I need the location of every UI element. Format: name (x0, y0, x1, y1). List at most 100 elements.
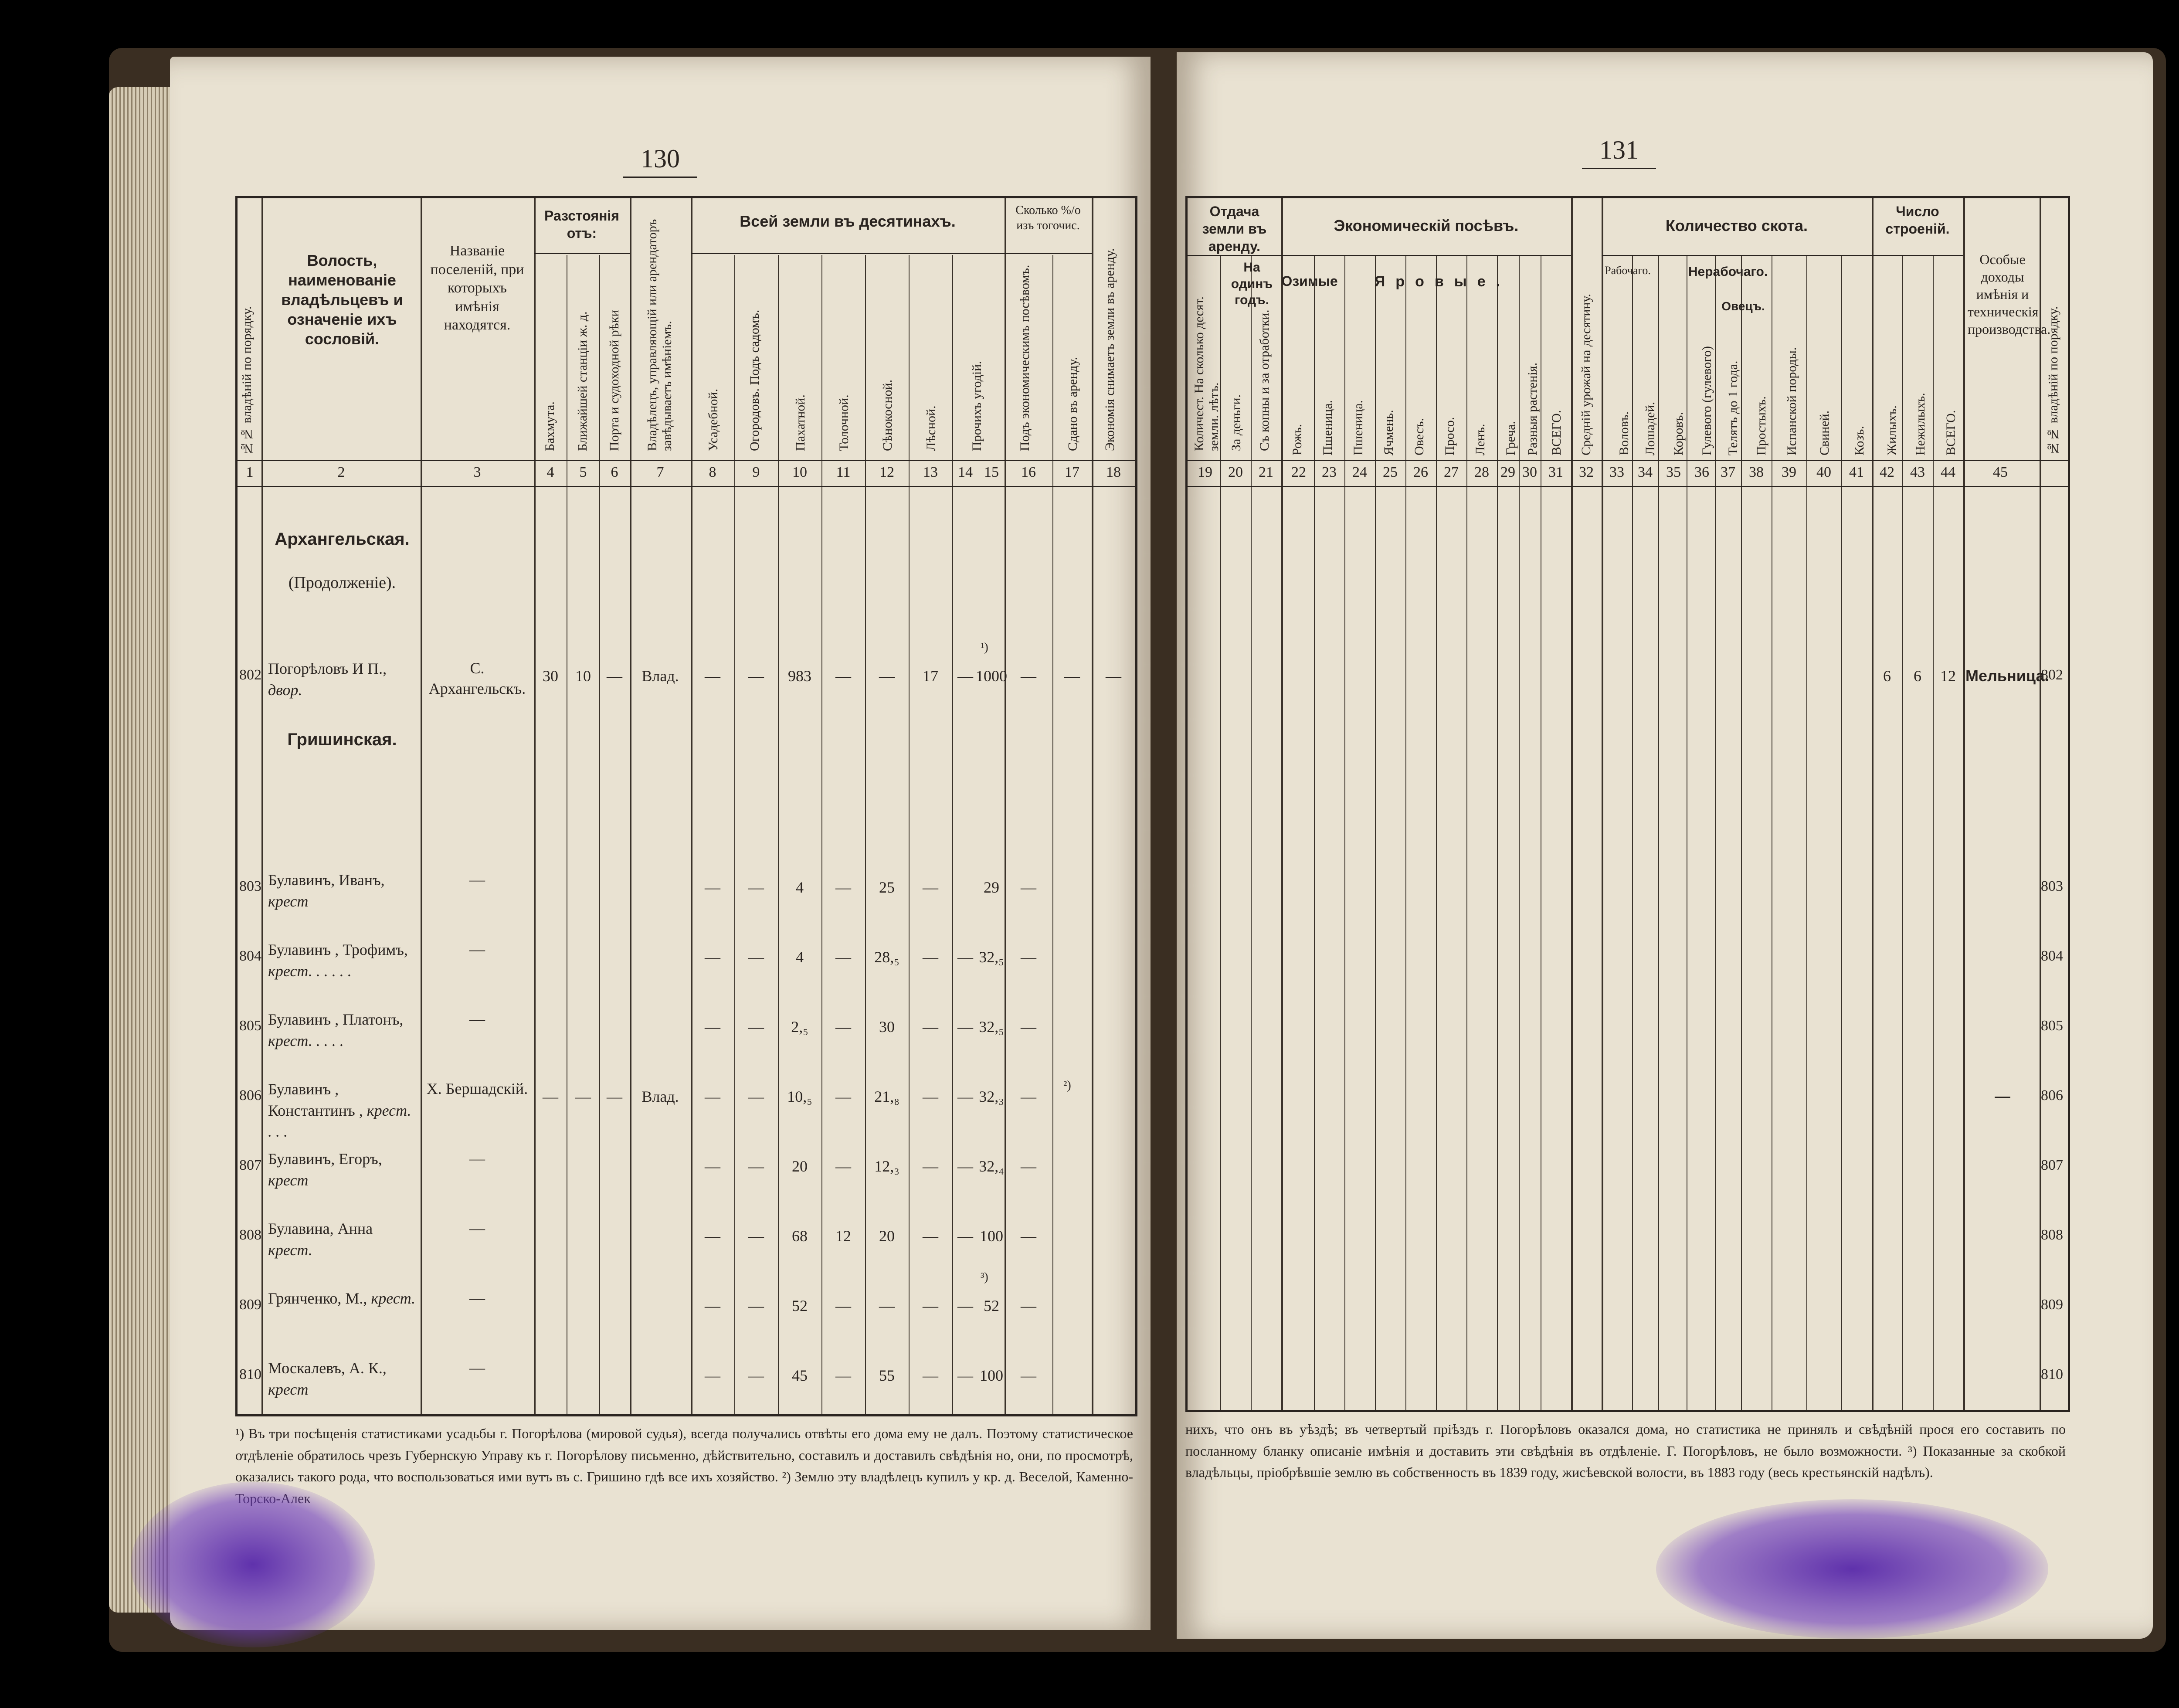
column-number: 40 (1816, 464, 1831, 480)
header-col32: Средній урожай на десятину. (1579, 293, 1593, 455)
header-col17: Сдано въ аренду. (1066, 357, 1080, 451)
right-page: 131 Отдача земли въ аренду. Количест. На… (1177, 52, 2153, 1639)
column-number: 22 (1291, 464, 1306, 480)
owner-name: Москалевъ, А. К., крест (268, 1358, 418, 1400)
ink-stain-left (131, 1482, 375, 1647)
header-col4: Бахмута. (543, 401, 557, 451)
owner-text: Булавинъ , Платонъ, (268, 1011, 404, 1028)
owner-estate: крест (268, 1380, 309, 1398)
header-col2: Волость, наименованіе владѣльцевъ и озна… (281, 251, 403, 348)
footnote-mark: ³) (981, 1270, 988, 1284)
row-number-right: 802 (2041, 667, 2063, 683)
row-number-right: 806 (2041, 1087, 2063, 1104)
cell-c12: 25 (879, 879, 895, 896)
cell-c9: — (748, 667, 764, 685)
section-arkhangelskaya: Архангельская. (275, 530, 410, 549)
row-number: 806 (239, 1087, 261, 1104)
owner-estate: крест (268, 1171, 309, 1189)
cell-c15: 32,₅ (979, 1018, 1004, 1036)
cell-c15: 1000 (976, 667, 1007, 685)
cell-c11: — (835, 667, 851, 685)
owner-text: Булавинъ , Трофимъ, (268, 941, 408, 958)
cell-r45: — (1995, 1087, 2010, 1105)
column-number: 14 (958, 464, 973, 480)
owner-name: Булавинъ , Константинъ , крест. . . . (268, 1079, 418, 1142)
cell-c9: — (748, 1297, 764, 1314)
page-number-left: 130 (623, 144, 697, 178)
cell-c15: 32,₅ (979, 948, 1004, 966)
place-name: — (469, 1010, 485, 1028)
cell-c15: 29 (984, 879, 999, 896)
owner-estate: крест. (371, 1290, 416, 1307)
footnote-mark: ¹) (981, 641, 988, 654)
cell-c10: 2,₅ (791, 1018, 808, 1036)
cell-d4: — (543, 1088, 558, 1105)
header-col46: №№ владѣній по порядку. (2046, 306, 2060, 455)
column-number: 43 (1910, 464, 1925, 480)
cell-c10: 20 (792, 1158, 808, 1175)
header-col3: Названіе поселеній, при которыхъ имѣнія … (430, 243, 524, 333)
header-col1: №№ владѣній по порядку. (240, 306, 254, 455)
header-col34: Лошадей. (1643, 401, 1657, 455)
cell-c12: — (879, 667, 895, 685)
owner-name: Булавинъ, Иванъ, крест (268, 869, 418, 912)
cell-d6: — (607, 1088, 622, 1105)
header-col43: Нежилыхъ. (1913, 393, 1928, 455)
column-number: 44 (1941, 464, 1955, 480)
column-number: 6 (611, 464, 618, 480)
header-col6: Порта и судоходной рѣки (607, 309, 621, 451)
cell-c13: — (923, 1367, 938, 1384)
ink-stain-right (1656, 1499, 2048, 1639)
left-page: 130 №№ владѣній по порядку. Волость, наи… (170, 57, 1151, 1630)
row-number-right: 808 (2041, 1227, 2063, 1243)
column-number: 24 (1352, 464, 1367, 480)
cell-c16: — (1021, 1227, 1036, 1245)
cell-c16: — (1021, 879, 1036, 896)
owner-name: Булавинъ , Трофимъ, крест. . . . . . (268, 939, 418, 981)
owner-text: Булавинъ, Егоръ, (268, 1150, 382, 1168)
cell-c14: — (957, 1297, 973, 1314)
column-number: 37 (1721, 464, 1735, 480)
right-table: Отдача земли въ аренду. Количест. На ско… (1185, 196, 2070, 1412)
footnote-left: ¹) Въ три посѣщенія статистиками усадьбы… (235, 1426, 1133, 1506)
owner-estate: крест. . . . . . (268, 962, 352, 980)
header-col7: Владѣлецъ, управляющій или арендаторъ за… (645, 219, 674, 451)
column-number: 41 (1849, 464, 1864, 480)
header-col29: Греча. (1504, 421, 1518, 455)
column-number: 9 (752, 464, 760, 480)
cell-c15: 52 (984, 1297, 999, 1314)
row-number-right: 803 (2041, 878, 2063, 894)
column-number: 26 (1413, 464, 1428, 480)
header-col21: Съ копны и за отработки. (1257, 309, 1272, 451)
header-col36: Гулевого (гулевого) (1700, 346, 1714, 455)
column-number: 3 (473, 464, 481, 480)
header-col30: Разныя растенія. (1525, 362, 1540, 455)
header-col10: Пахатной. (793, 394, 808, 451)
cell-c13: — (923, 1227, 938, 1245)
manager: Влад. (641, 1088, 679, 1105)
cell-c15: 32,₄ (979, 1158, 1004, 1175)
cell-d5: 10 (575, 667, 591, 685)
owner-text: Булавинъ, Иванъ, (268, 871, 385, 889)
header-col23: Пшеница. (1320, 400, 1335, 455)
cell-c13: — (923, 1158, 938, 1175)
column-number: 11 (836, 464, 851, 480)
cell-c9: — (748, 948, 764, 966)
header-sowing-group: Экономическій посѣвъ. (1334, 217, 1519, 234)
owner-estate: крест (268, 892, 309, 910)
cell-c16: — (1021, 1088, 1036, 1105)
header-cattle-group: Количество скота. (1665, 217, 1808, 234)
cell-c16: — (1021, 1297, 1036, 1314)
cell-c10: 983 (788, 667, 811, 685)
header-col24: Пшеница. (1351, 400, 1365, 455)
cell-c16: — (1021, 667, 1036, 685)
header-col12: Сѣнокосной. (880, 379, 895, 451)
header-buildings-group: Число строеній. (1885, 204, 1950, 237)
cell-c10: 10,₅ (787, 1088, 812, 1105)
column-number: 42 (1880, 464, 1894, 480)
cell-c8: — (705, 1018, 720, 1036)
header-col20: За деньги. (1229, 394, 1243, 451)
row-number: 802 (239, 667, 261, 683)
cell-c15: 100 (980, 1227, 1003, 1245)
cell-c14: — (957, 1088, 973, 1105)
